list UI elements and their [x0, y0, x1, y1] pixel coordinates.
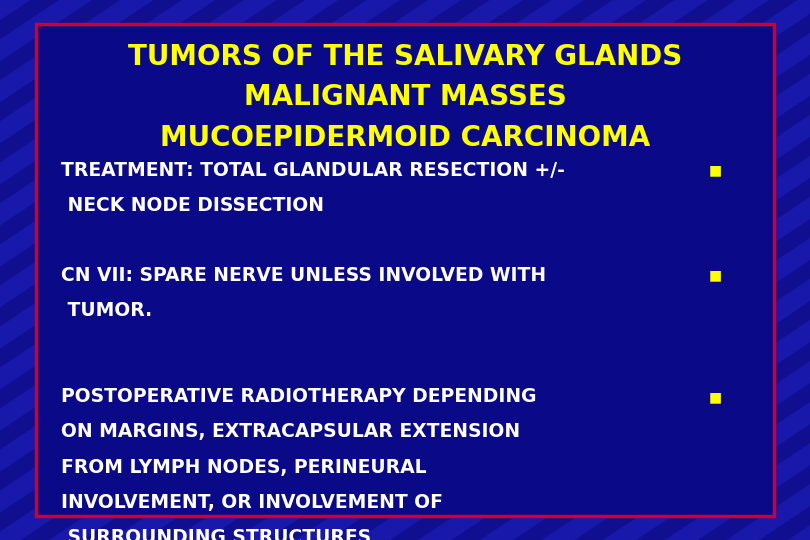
Text: ■: ■ — [709, 268, 722, 282]
Text: TREATMENT: TOTAL GLANDULAR RESECTION +/-: TREATMENT: TOTAL GLANDULAR RESECTION +/- — [61, 160, 565, 180]
Text: MUCOEPIDERMOID CARCINOMA: MUCOEPIDERMOID CARCINOMA — [160, 124, 650, 152]
Text: CN VII: SPARE NERVE UNLESS INVOLVED WITH: CN VII: SPARE NERVE UNLESS INVOLVED WITH — [61, 266, 546, 285]
Text: FROM LYMPH NODES, PERINEURAL: FROM LYMPH NODES, PERINEURAL — [61, 457, 426, 477]
Text: MALIGNANT MASSES: MALIGNANT MASSES — [244, 83, 566, 111]
Text: ON MARGINS, EXTRACAPSULAR EXTENSION: ON MARGINS, EXTRACAPSULAR EXTENSION — [61, 422, 520, 442]
Text: SURROUNDING STRUCTURES: SURROUNDING STRUCTURES — [61, 528, 371, 540]
Text: INVOLVEMENT, OR INVOLVEMENT OF: INVOLVEMENT, OR INVOLVEMENT OF — [61, 492, 443, 512]
Text: TUMORS OF THE SALIVARY GLANDS: TUMORS OF THE SALIVARY GLANDS — [128, 43, 682, 71]
Text: POSTOPERATIVE RADIOTHERAPY DEPENDING: POSTOPERATIVE RADIOTHERAPY DEPENDING — [61, 387, 536, 407]
Text: TUMOR.: TUMOR. — [61, 301, 152, 320]
Text: NECK NODE DISSECTION: NECK NODE DISSECTION — [61, 195, 324, 215]
Text: ■: ■ — [709, 163, 722, 177]
Text: ■: ■ — [709, 390, 722, 404]
